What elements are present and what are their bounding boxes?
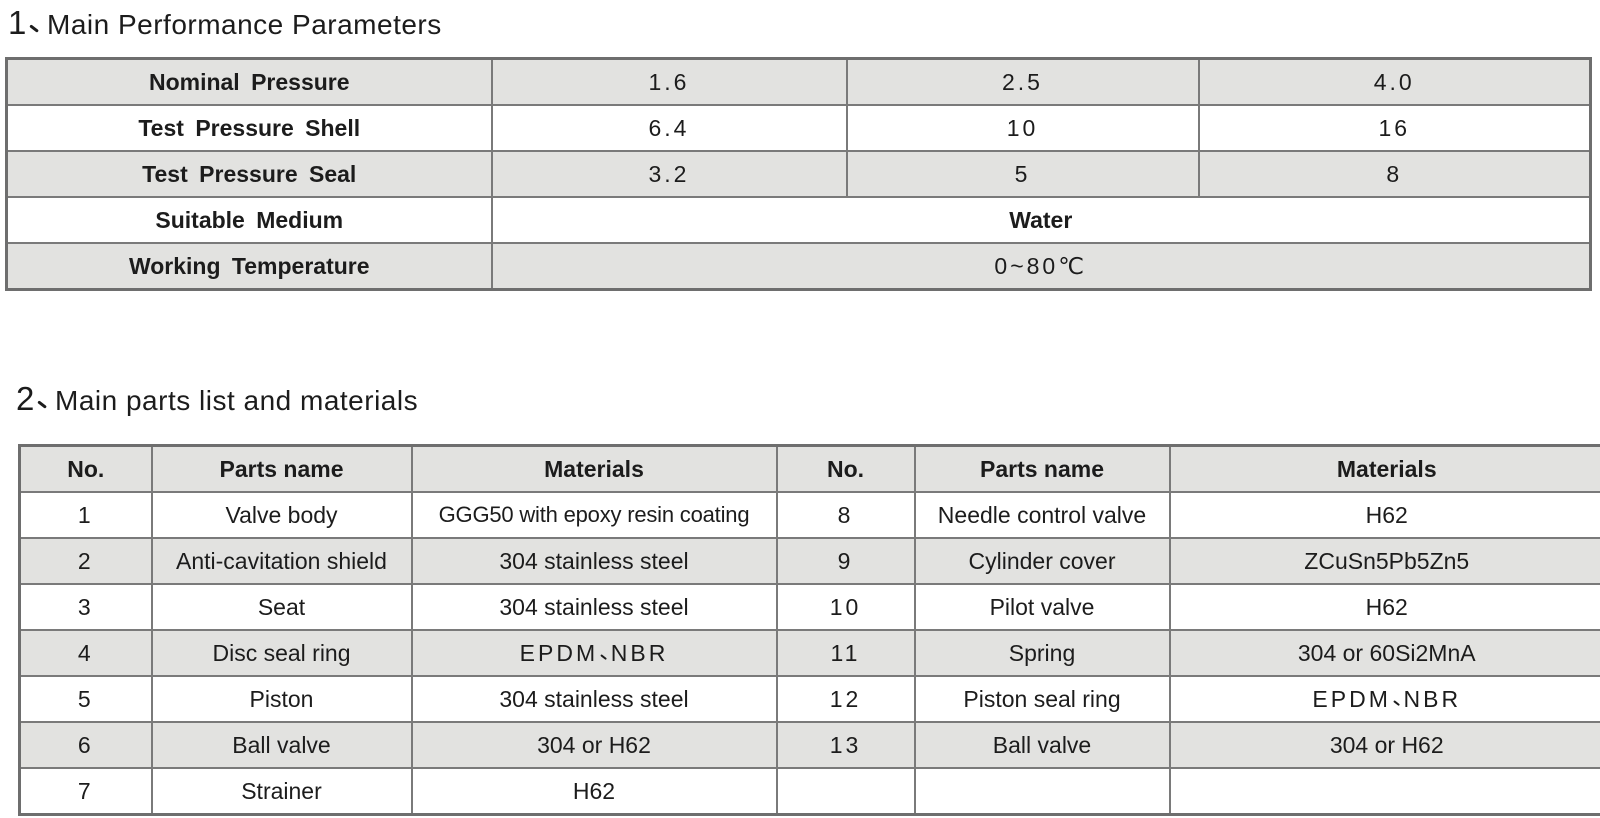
parts-no-cell: 10	[775, 583, 916, 631]
table-row: Nominal Pressure 1.6 2.5 4.0	[5, 57, 1592, 106]
table-row: 6 Ball valve 304 or H62 13 Ball valve 30…	[18, 721, 1600, 769]
parts-material-cell: 304 stainless steel	[410, 537, 778, 585]
parts-name-cell: Anti-cavitation shield	[150, 537, 413, 585]
table-row: 5 Piston 304 stainless steel 12 Piston s…	[18, 675, 1600, 723]
table-row: 7 Strainer H62	[18, 767, 1600, 816]
parts-name-cell: Ball valve	[150, 721, 413, 769]
param-value-cell: 1.6	[490, 57, 848, 106]
parts-header-no: No.	[18, 444, 153, 493]
cjk-comma	[27, 18, 45, 35]
param-value-cell: 5	[845, 150, 1200, 198]
parts-no-cell: 2	[18, 537, 153, 585]
parts-material-cell: 304 stainless steel	[410, 583, 778, 631]
parts-header-name: Parts name	[150, 444, 413, 493]
table-row: Test Pressure Seal 3.2 5 8	[5, 150, 1592, 198]
section1-title: 1 Main Performance Parameters	[8, 4, 442, 42]
parts-name-cell: Piston seal ring	[913, 675, 1171, 723]
parts-no-cell: 3	[18, 583, 153, 631]
parts-no-cell: 11	[775, 629, 916, 677]
parts-no-cell: 12	[775, 675, 916, 723]
parts-material-cell: GGG50 with epoxy resin coating	[410, 491, 778, 539]
performance-parameters-table: Nominal Pressure 1.6 2.5 4.0 Test Pressu…	[5, 57, 1592, 291]
parts-header-materials: Materials	[1168, 444, 1600, 493]
param-span-value-cell: Water	[490, 196, 1592, 244]
cjk-comma	[598, 649, 611, 661]
parts-name-cell: Needle control valve	[913, 491, 1171, 539]
parts-material-cell: 304 or H62	[410, 721, 778, 769]
parts-header-no: No.	[775, 444, 916, 493]
table-row: Working Temperature 0~80℃	[5, 242, 1592, 291]
section2-title-text: Main parts list and materials	[55, 385, 419, 416]
param-value-cell: 10	[845, 104, 1200, 152]
section1-title-text: Main Performance Parameters	[47, 9, 442, 40]
section2-number: 2	[16, 380, 53, 417]
parts-name-cell: Strainer	[150, 767, 413, 816]
parts-no-cell: 13	[775, 721, 916, 769]
parts-name-cell: Disc seal ring	[150, 629, 413, 677]
parts-no-cell: 6	[18, 721, 153, 769]
parts-name-cell: Piston	[150, 675, 413, 723]
param-label-cell: Test Pressure Seal	[5, 150, 493, 198]
parts-name-cell: Pilot valve	[913, 583, 1171, 631]
parts-no-cell: 9	[775, 537, 916, 585]
parts-no-cell: 5	[18, 675, 153, 723]
parts-name-cell: Spring	[913, 629, 1171, 677]
parts-material-cell	[1168, 767, 1600, 816]
parts-header-name: Parts name	[913, 444, 1171, 493]
table-header-row: No. Parts name Materials No. Parts name …	[18, 444, 1600, 493]
parts-no-cell: 4	[18, 629, 153, 677]
cjk-comma	[35, 394, 53, 411]
param-label-cell: Nominal Pressure	[5, 57, 493, 106]
table-row: 3 Seat 304 stainless steel 10 Pilot valv…	[18, 583, 1600, 631]
parts-material-cell: 304 or 60Si2MnA	[1168, 629, 1600, 677]
param-value-cell: 6.4	[490, 104, 848, 152]
table-row: 2 Anti-cavitation shield 304 stainless s…	[18, 537, 1600, 585]
section1-number: 1	[8, 4, 45, 41]
table-row: Suitable Medium Water	[5, 196, 1592, 244]
parts-material-cell: EPDM NBR	[410, 629, 778, 677]
table-row: Test Pressure Shell 6.4 10 16	[5, 104, 1592, 152]
param-label-cell: Test Pressure Shell	[5, 104, 493, 152]
param-label-cell: Suitable Medium	[5, 196, 493, 244]
parts-material-cell: 304 or H62	[1168, 721, 1600, 769]
param-value-cell: 4.0	[1197, 57, 1592, 106]
parts-material-cell: ZCuSn5Pb5Zn5	[1168, 537, 1600, 585]
table-row: 4 Disc seal ring EPDM NBR 11 Spring 304 o…	[18, 629, 1600, 677]
param-value-cell: 3.2	[490, 150, 848, 198]
parts-name-cell	[913, 767, 1171, 816]
parts-no-cell: 1	[18, 491, 153, 539]
parts-header-materials: Materials	[410, 444, 778, 493]
parts-material-cell: H62	[1168, 491, 1600, 539]
param-label-cell: Working Temperature	[5, 242, 493, 291]
parts-materials-table: No. Parts name Materials No. Parts name …	[18, 444, 1600, 816]
table-row: 1 Valve body GGG50 with epoxy resin coat…	[18, 491, 1600, 539]
parts-material-cell: 304 stainless steel	[410, 675, 778, 723]
parts-material-cell: H62	[1168, 583, 1600, 631]
section2-title: 2 Main parts list and materials	[16, 380, 418, 418]
parts-material-cell: EPDM NBR	[1168, 675, 1600, 723]
param-value-cell: 2.5	[845, 57, 1200, 106]
parts-no-cell: 7	[18, 767, 153, 816]
parts-no-cell: 8	[775, 491, 916, 539]
parts-name-cell: Valve body	[150, 491, 413, 539]
parts-name-cell: Ball valve	[913, 721, 1171, 769]
cjk-comma	[1391, 695, 1404, 707]
parts-name-cell: Cylinder cover	[913, 537, 1171, 585]
parts-name-cell: Seat	[150, 583, 413, 631]
param-span-value-cell: 0~80℃	[490, 242, 1592, 291]
param-value-cell: 8	[1197, 150, 1592, 198]
param-value-cell: 16	[1197, 104, 1592, 152]
parts-material-cell: H62	[410, 767, 778, 816]
parts-no-cell	[775, 767, 916, 816]
